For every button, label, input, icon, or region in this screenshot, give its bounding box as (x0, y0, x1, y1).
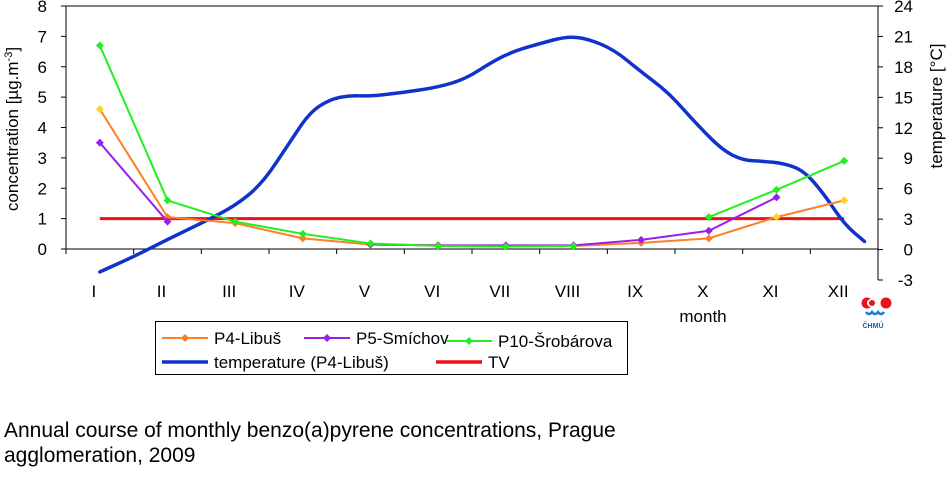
series-p10-rob-rova-point (501, 242, 510, 251)
x-tick-label: III (222, 282, 236, 301)
y-axis-label-sup: -3 (3, 52, 15, 62)
series-p4-libu--point (95, 105, 104, 114)
y2-tick-label: 21 (894, 27, 913, 46)
y-tick-label: 8 (38, 0, 47, 16)
x-tick-label: I (91, 282, 96, 301)
series-p4-libu--point (840, 196, 849, 205)
series-p4-libu--line (98, 108, 845, 247)
y2-tick-label: -3 (898, 271, 913, 290)
legend: P4-Libuš P5-Smíchov P10-Šrobárova temperatu… (155, 321, 628, 375)
caption-line-2: agglomeration, 2009 (4, 444, 196, 467)
y-tick-label: 2 (38, 179, 47, 198)
series-p10-rob-rova-point (772, 185, 781, 194)
series-p4-libu--point (704, 234, 713, 243)
series-p4-libu--point (772, 213, 781, 222)
y2-tick-label: 15 (894, 88, 913, 107)
series-p10-rob-rova-point (95, 41, 104, 50)
y2-tick-label: 12 (894, 119, 913, 138)
x-tick-label: VII (489, 282, 510, 301)
series-p10-rob-rova-point (434, 241, 443, 250)
series-p5-sm-chov-point (95, 138, 104, 147)
y2-tick-label: 3 (904, 210, 913, 229)
legend-p5-sm-chov-label: P5-Smíchov (356, 329, 449, 348)
legend-items: P4-Libuš P5-Smíchov P10-Šrobárova temperatu… (162, 329, 613, 372)
series-p5-sm-chov-line (370, 196, 777, 247)
y2-tick-label: 0 (904, 241, 913, 260)
x-tick-label: X (697, 282, 708, 301)
svg-text:ČHMÚ: ČHMÚ (863, 321, 884, 330)
x-tick-label: V (359, 282, 371, 301)
figure-caption: Annual course of monthly benzo(a)pyrene … (4, 418, 904, 468)
series-p10-rob-rova-point (840, 156, 849, 165)
legend-temperature-p4-libu--label: temperature (P4-Libuš) (214, 353, 389, 372)
y2-axis-label: temperature [°C] (927, 44, 946, 169)
y2-tick-label: 6 (904, 180, 913, 199)
series-p10-rob-rova-point (704, 213, 713, 222)
y2-tick-label: 24 (894, 0, 913, 16)
series-p10-rob-rova-point (163, 196, 172, 205)
series-p5-sm-chov-point (637, 235, 646, 244)
y-axis-label-main: concentration [µg.m (3, 61, 22, 211)
x-tick-label: IV (289, 282, 306, 301)
x-axis-label: month (679, 307, 726, 326)
legend-p5-sm-chov-marker (323, 334, 331, 342)
series-p10-rob-rova-point (569, 241, 578, 250)
legend-tv-label: TV (488, 353, 510, 372)
series-p5-sm-chov-point (163, 217, 172, 226)
series-p5-sm-chov-point (772, 193, 781, 202)
y2-tick-label: 18 (894, 58, 913, 77)
chmi-logo-icon: ČHMÚ (861, 297, 892, 330)
legend-p4-libu--label: P4-Libuš (214, 329, 281, 348)
series-p4-libu--point (298, 234, 307, 243)
series-p10-rob-rova-line (98, 45, 574, 248)
x-tick-label: XII (828, 282, 849, 301)
x-tick-label: IX (627, 282, 643, 301)
y-axis-label-end: ] (3, 47, 22, 52)
x-tick-label: II (157, 282, 166, 301)
chmi-logo: ČHMÚ (857, 295, 897, 331)
y-tick-label: 4 (38, 119, 47, 138)
series-p5-sm-chov-point (704, 226, 713, 235)
y-tick-label: 0 (38, 240, 47, 259)
legend-p10-rob-rova-marker (465, 337, 473, 345)
y-tick-label: 7 (38, 27, 47, 46)
y-tick-label: 6 (38, 58, 47, 77)
series-layer (95, 35, 867, 274)
y-axis-label: concentration [µg.m-3] (3, 47, 22, 211)
y-tick-label: 5 (38, 88, 47, 107)
y2-tick-label: 9 (904, 149, 913, 168)
x-tick-label: VI (424, 282, 440, 301)
legend-p10-rob-rova-label: P10-Šrobárova (498, 332, 613, 351)
series-p10-rob-rova-point (366, 239, 375, 248)
x-tick-label: XI (762, 282, 778, 301)
series-p5-sm-chov-line (99, 142, 169, 223)
series-p10-rob-rova-point (231, 217, 240, 226)
y-tick-label: 1 (38, 210, 47, 229)
y-tick-label: 3 (38, 149, 47, 168)
caption-line-1: Annual course of monthly benzo(a)pyrene … (4, 419, 616, 442)
series-temperature-line (98, 35, 867, 274)
x-tick-label: VIII (555, 282, 581, 301)
series-p10-rob-rova-point (298, 229, 307, 238)
legend-p4-libu--marker (181, 334, 189, 342)
